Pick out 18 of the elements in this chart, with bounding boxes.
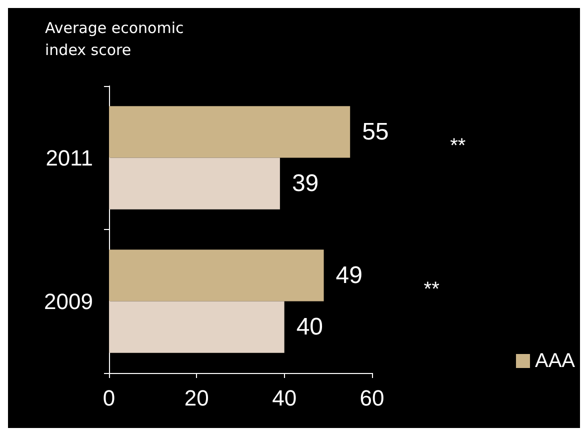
legend-label: AAA [534, 350, 576, 372]
data-label: 40 [296, 314, 324, 341]
text: ** [450, 134, 466, 157]
bar [109, 106, 350, 158]
chart-title: Average economic index score [45, 19, 184, 59]
x-tick-label: 60 [360, 386, 384, 410]
bar [109, 250, 324, 302]
x-tick-label: 40 [272, 386, 297, 410]
y-tick-label: 2011 [46, 145, 93, 170]
data-label: 55 [362, 118, 389, 146]
x-tick-label: 0 [102, 386, 116, 410]
y-tick-label: 2009 [44, 288, 93, 314]
data-label: 49 [336, 262, 362, 289]
bar [109, 301, 284, 353]
bar [109, 158, 280, 210]
data-label: 39 [292, 170, 319, 198]
text: ** [424, 278, 440, 300]
x-tick-label: 20 [184, 386, 209, 410]
